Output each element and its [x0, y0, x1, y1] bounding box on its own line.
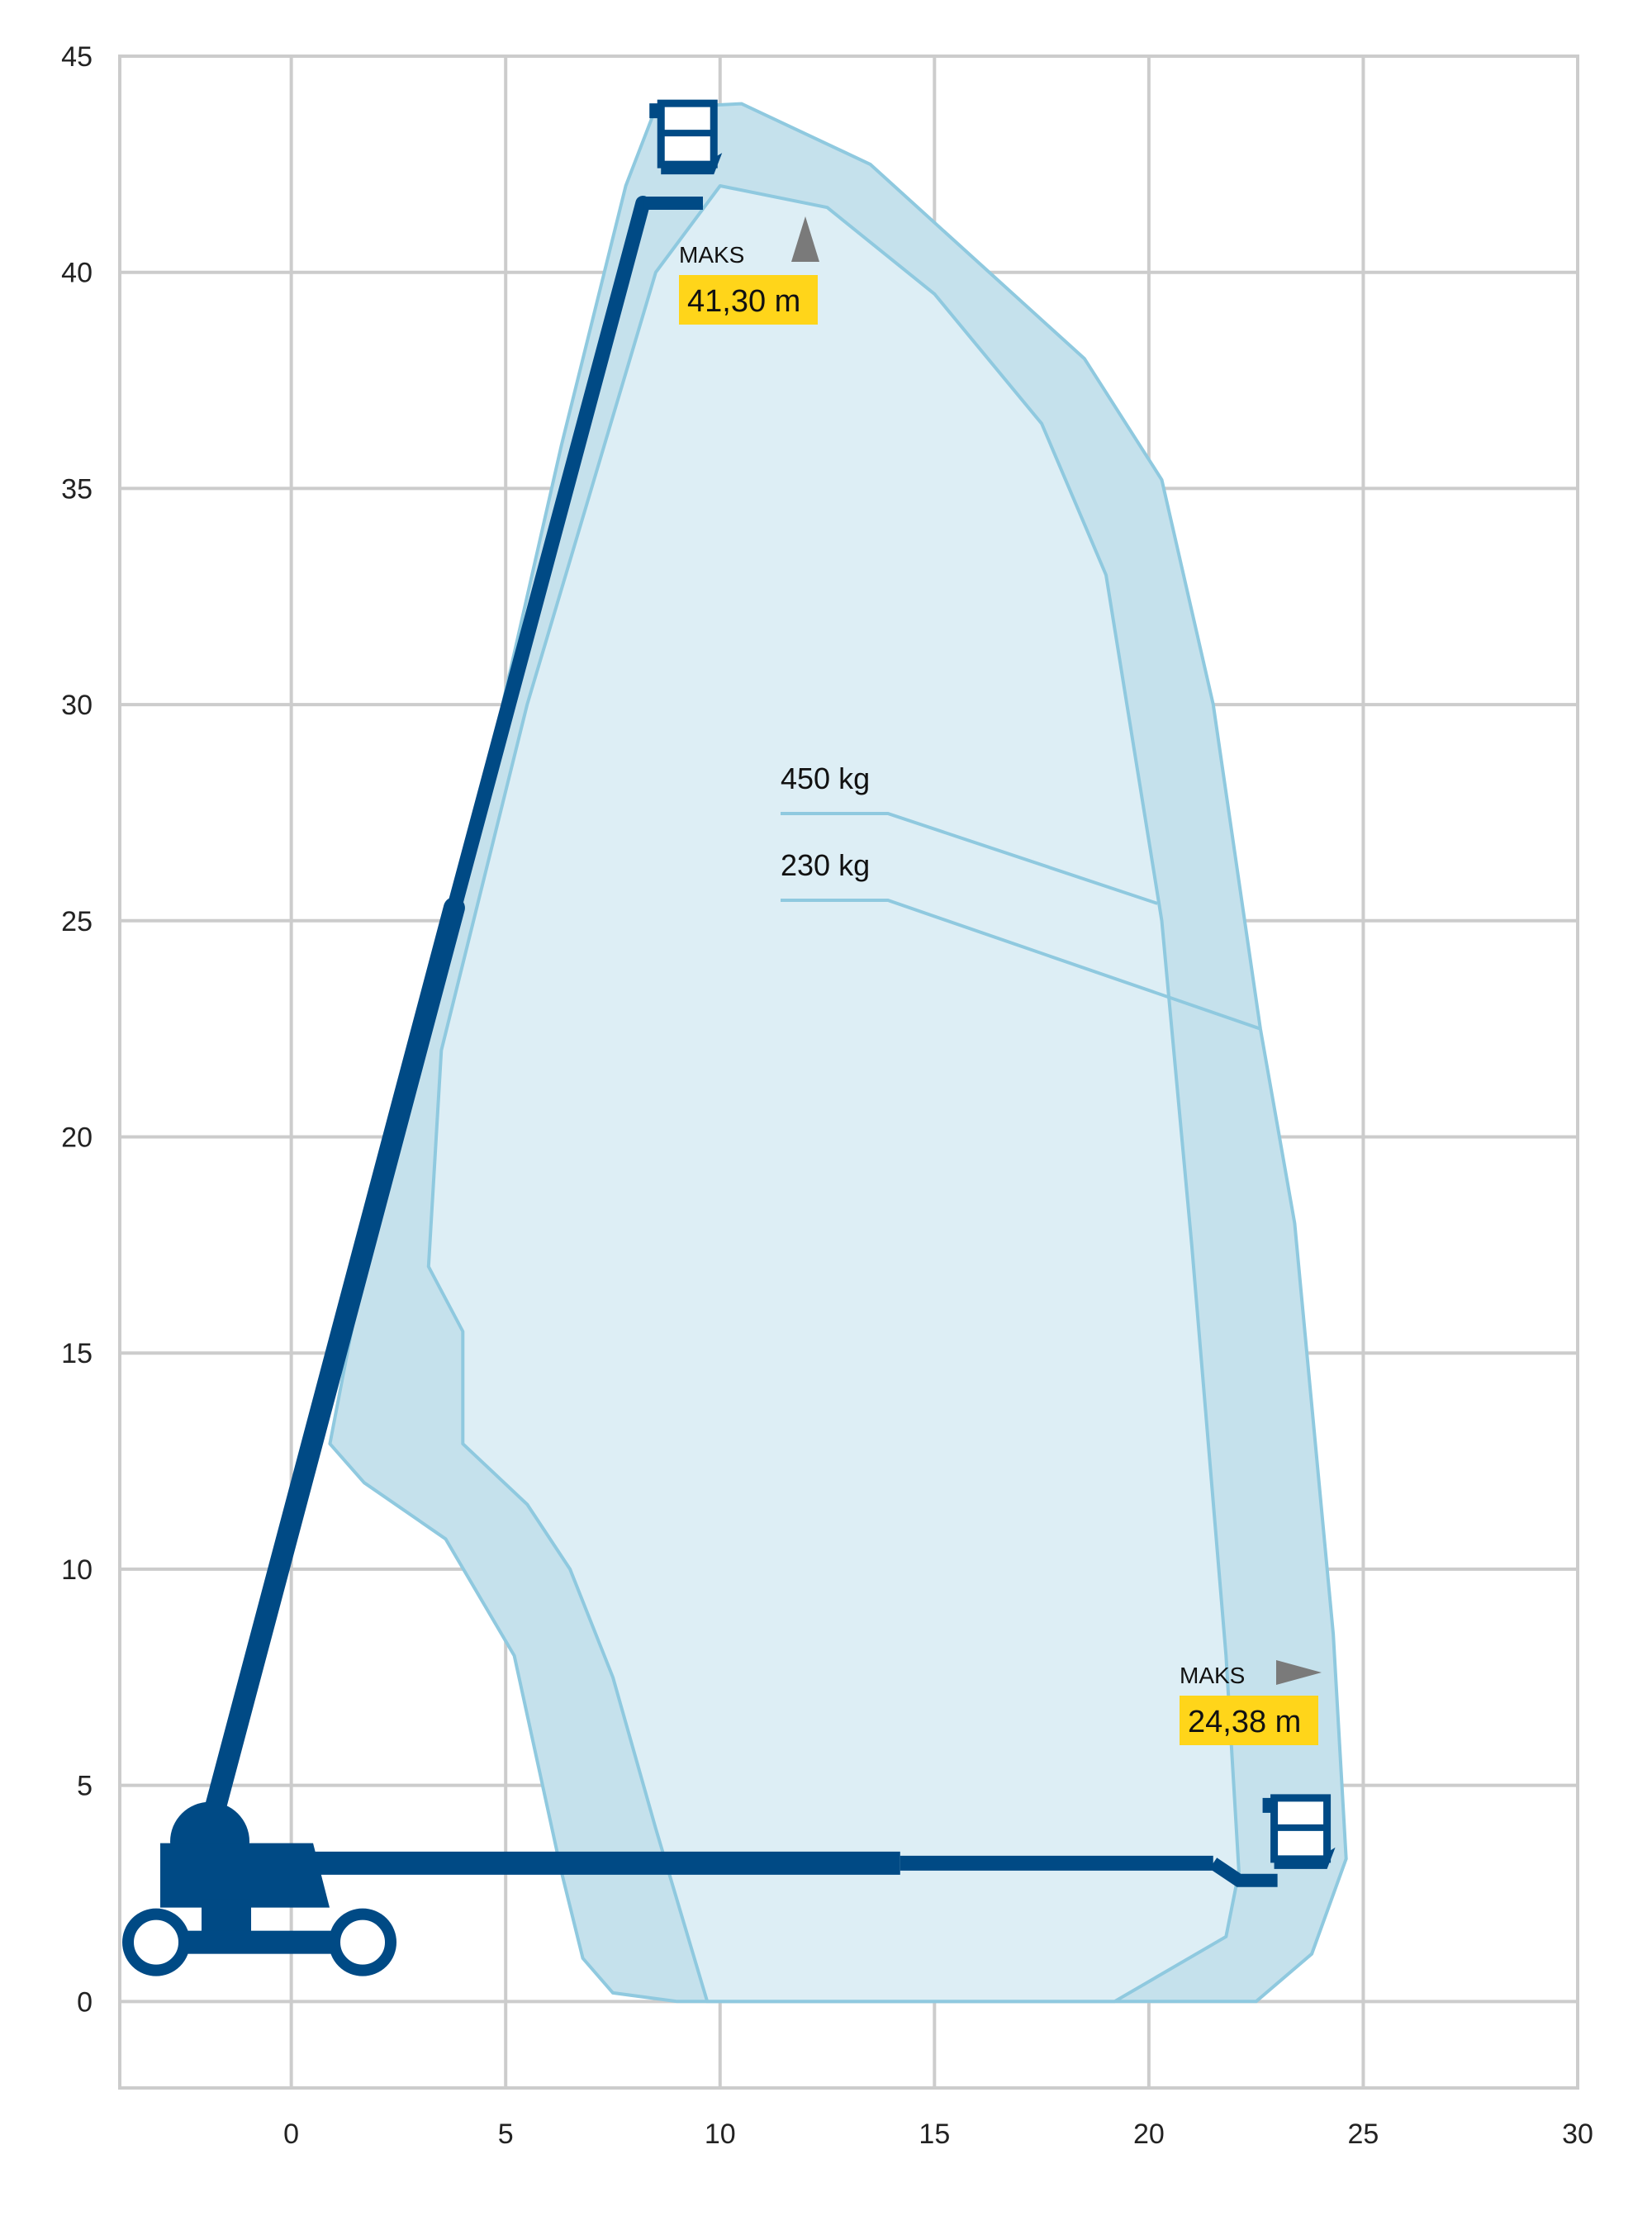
basket-right-floor [1274, 1847, 1336, 1869]
chassis-body [160, 1843, 330, 1908]
y-tick-label: 20 [61, 1122, 93, 1154]
max-reach-arrow [1276, 1660, 1322, 1685]
x-tick-label: 0 [283, 2118, 299, 2150]
maks-label: MAKS [1180, 1663, 1245, 1688]
max-height-arrow [791, 216, 819, 262]
reach-envelopes [328, 102, 1348, 2004]
x-tick-label: 10 [705, 2118, 736, 2150]
basket-top-control [649, 103, 665, 119]
y-tick-label: 25 [61, 906, 93, 937]
wheel-rim [330, 1909, 396, 1976]
y-tick-label: 5 [77, 1771, 93, 1802]
boom-lift-illustration [122, 99, 1336, 1976]
y-tick-label: 0 [77, 1986, 93, 2018]
series-label-leader [781, 812, 1158, 905]
max-value: 41,30 m [687, 284, 800, 319]
series-label-leader [781, 899, 1261, 1031]
x-tick-label: 5 [498, 2118, 514, 2150]
basket-top-floor [661, 153, 723, 175]
series-label: 450 kg [781, 762, 870, 795]
y-tick-label: 10 [61, 1554, 93, 1586]
chassis-post [202, 1899, 252, 1937]
vertical-boom-base-section [199, 897, 465, 1839]
max-annotations: MAKS 41,30 m MAKS 24,38 m [679, 216, 1322, 1745]
value-highlight-box [1180, 1696, 1318, 1745]
max-value: 24,38 m [1188, 1705, 1301, 1739]
axis-tick-labels: 0 5 10 15 20 25 30 0 5 10 15 20 25 30 35 40 45 [61, 41, 1593, 2150]
envelope-450-kg [426, 184, 1241, 2004]
plot-frame [118, 55, 1579, 2090]
x-tick-label: 15 [919, 2118, 950, 2150]
y-tick-label: 40 [61, 258, 93, 289]
x-tick-label: 20 [1133, 2118, 1165, 2150]
series-label: 230 kg [781, 848, 870, 882]
y-tick-label: 35 [61, 473, 93, 505]
value-highlight-box [679, 275, 818, 325]
x-tick-label: 30 [1562, 2118, 1593, 2150]
chassis-axle [164, 1930, 347, 1954]
series-labels: 450 kg 230 kg [781, 762, 870, 882]
basket-right-control [1262, 1797, 1278, 1813]
maks-label: MAKS [679, 242, 744, 268]
y-tick-label: 30 [61, 690, 93, 721]
x-tick-label: 25 [1348, 2118, 1379, 2150]
horizontal-jib [1209, 1858, 1278, 1887]
wheel-rim [123, 1909, 190, 1976]
y-tick-label: 15 [61, 1338, 93, 1369]
series-label-leaders [781, 812, 1261, 1031]
y-tick-label: 45 [61, 41, 93, 73]
